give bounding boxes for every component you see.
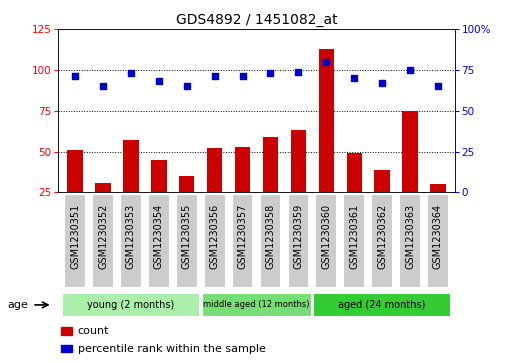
FancyBboxPatch shape bbox=[399, 194, 421, 289]
FancyBboxPatch shape bbox=[313, 293, 451, 317]
FancyBboxPatch shape bbox=[202, 293, 311, 317]
Text: GSM1230360: GSM1230360 bbox=[321, 204, 331, 269]
Text: GSM1230357: GSM1230357 bbox=[238, 204, 247, 269]
Bar bbox=[263, 137, 278, 233]
Bar bbox=[346, 153, 362, 233]
FancyBboxPatch shape bbox=[65, 194, 86, 289]
Text: GSM1230353: GSM1230353 bbox=[126, 204, 136, 269]
Text: GSM1230362: GSM1230362 bbox=[377, 204, 387, 269]
Bar bbox=[374, 170, 390, 233]
Point bbox=[294, 69, 302, 74]
Point bbox=[211, 73, 219, 79]
Bar bbox=[402, 111, 418, 233]
Text: young (2 months): young (2 months) bbox=[87, 300, 175, 310]
Point bbox=[99, 83, 107, 89]
Text: GSM1230351: GSM1230351 bbox=[70, 204, 80, 269]
Bar bbox=[68, 150, 83, 233]
Bar bbox=[235, 147, 250, 233]
FancyBboxPatch shape bbox=[288, 194, 309, 289]
FancyBboxPatch shape bbox=[204, 194, 226, 289]
Point bbox=[155, 78, 163, 84]
Text: GSM1230359: GSM1230359 bbox=[294, 204, 303, 269]
Bar bbox=[207, 148, 223, 233]
Text: aged (24 months): aged (24 months) bbox=[338, 300, 426, 310]
Text: GSM1230354: GSM1230354 bbox=[154, 204, 164, 269]
FancyBboxPatch shape bbox=[120, 194, 142, 289]
Point bbox=[239, 73, 247, 79]
FancyBboxPatch shape bbox=[232, 194, 253, 289]
Text: GSM1230355: GSM1230355 bbox=[182, 204, 192, 269]
Text: GSM1230364: GSM1230364 bbox=[433, 204, 443, 269]
Bar bbox=[61, 345, 72, 352]
Point bbox=[350, 75, 358, 81]
Point bbox=[378, 80, 386, 86]
Point bbox=[127, 70, 135, 76]
Point bbox=[434, 83, 442, 89]
Text: GSM1230358: GSM1230358 bbox=[266, 204, 275, 269]
Text: percentile rank within the sample: percentile rank within the sample bbox=[78, 344, 266, 354]
Bar bbox=[319, 49, 334, 233]
Text: GSM1230356: GSM1230356 bbox=[210, 204, 219, 269]
Bar bbox=[96, 183, 111, 233]
Text: GSM1230361: GSM1230361 bbox=[349, 204, 359, 269]
FancyBboxPatch shape bbox=[260, 194, 281, 289]
Bar bbox=[151, 160, 167, 233]
Bar bbox=[61, 327, 72, 335]
Title: GDS4892 / 1451082_at: GDS4892 / 1451082_at bbox=[176, 13, 337, 26]
Text: GSM1230363: GSM1230363 bbox=[405, 204, 415, 269]
Point bbox=[406, 67, 414, 73]
Point bbox=[183, 83, 191, 89]
FancyBboxPatch shape bbox=[176, 194, 198, 289]
Text: middle aged (12 months): middle aged (12 months) bbox=[203, 301, 310, 309]
Bar bbox=[179, 176, 195, 233]
Text: count: count bbox=[78, 326, 109, 337]
FancyBboxPatch shape bbox=[315, 194, 337, 289]
Bar bbox=[430, 184, 446, 233]
FancyBboxPatch shape bbox=[92, 194, 114, 289]
Bar bbox=[123, 140, 139, 233]
Point bbox=[266, 70, 274, 76]
Point bbox=[322, 59, 330, 65]
FancyBboxPatch shape bbox=[427, 194, 449, 289]
Text: GSM1230352: GSM1230352 bbox=[98, 204, 108, 269]
Point bbox=[71, 73, 79, 79]
FancyBboxPatch shape bbox=[343, 194, 365, 289]
FancyBboxPatch shape bbox=[371, 194, 393, 289]
FancyBboxPatch shape bbox=[148, 194, 170, 289]
FancyBboxPatch shape bbox=[62, 293, 200, 317]
Text: age: age bbox=[7, 300, 28, 310]
Bar bbox=[291, 130, 306, 233]
